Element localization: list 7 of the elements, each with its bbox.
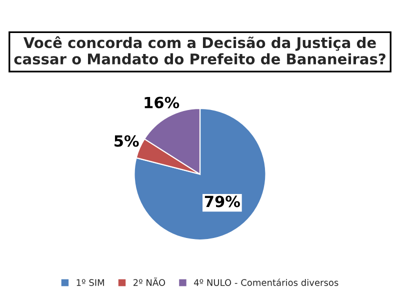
- legend-label: 4º NULO - Comentários diversos: [194, 278, 338, 286]
- data-label: 79%: [204, 196, 240, 208]
- legend-label: 2º NÃO: [133, 278, 166, 286]
- data-label: 5%: [114, 135, 139, 147]
- legend-label: 1º SIM: [76, 279, 104, 286]
- chart-title: Você concorda com a Decisão da Justiça de cassar o Mandato do Prefeito de Bananeiras?: [14, 36, 386, 64]
- data-label: 16%: [144, 96, 180, 108]
